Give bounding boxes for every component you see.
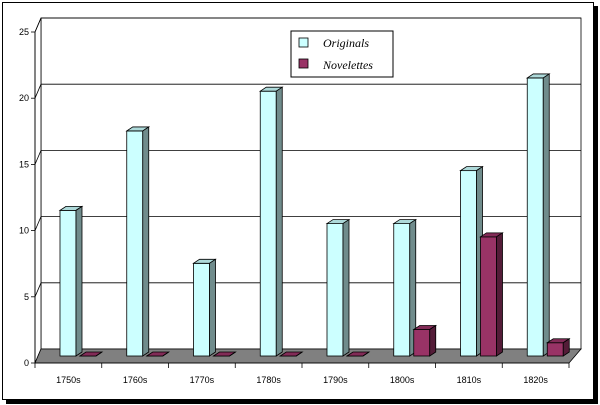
legend: Originals Novelettes bbox=[290, 30, 394, 78]
bar-originals-1820s bbox=[525, 73, 551, 357]
bar-novelettes-1760s bbox=[145, 351, 171, 357]
x-tick-label: 1760s bbox=[123, 375, 148, 385]
y-tick-label: 10 bbox=[19, 226, 29, 236]
y-tick-label: 15 bbox=[19, 159, 29, 169]
bar-originals-1770s bbox=[192, 258, 217, 357]
bar-novelettes-1810s bbox=[479, 232, 504, 357]
x-tick-label: 1750s bbox=[56, 375, 81, 385]
gridline-side bbox=[34, 17, 42, 33]
bar-novelettes-1750s bbox=[78, 351, 104, 357]
gridline-side bbox=[34, 282, 42, 297]
side-wall bbox=[34, 17, 42, 364]
x-tick-label: 1770s bbox=[190, 375, 215, 385]
y-tick-label: 25 bbox=[19, 27, 29, 37]
axis-layer: 0 5 10 15 20 25 1750s 1760s 1770s 1780s 1790s 1800s… bbox=[19, 27, 570, 385]
bar-novelettes-1800s bbox=[412, 324, 438, 357]
gridline-side bbox=[34, 150, 42, 165]
y-tick-label: 0 bbox=[24, 358, 29, 368]
x-tick-label: 1780s bbox=[256, 375, 281, 385]
bar-originals-1810s bbox=[459, 165, 484, 357]
x-tick-label: 1790s bbox=[323, 375, 348, 385]
bar-novelettes-1820s bbox=[545, 338, 571, 357]
gridline-side bbox=[34, 216, 42, 231]
x-tick-label: 1800s bbox=[390, 375, 415, 385]
legend-swatch-originals bbox=[298, 37, 309, 48]
y-tick-label: 20 bbox=[19, 93, 29, 103]
y-tick-label: 5 bbox=[24, 292, 29, 302]
legend-swatch-novelettes bbox=[298, 58, 309, 69]
gridline-side bbox=[34, 84, 42, 99]
bar-originals-1750s bbox=[58, 205, 84, 357]
bar-originals-1800s bbox=[392, 218, 418, 357]
bar-originals-1780s bbox=[258, 86, 284, 357]
bar-originals-1790s bbox=[325, 218, 351, 357]
bar-novelettes-1780s bbox=[278, 351, 304, 357]
x-tick-label: 1810s bbox=[457, 375, 482, 385]
chart-frame: 0 5 10 15 20 25 1750s 1760s 1770s 1780s 1790s 1800s… bbox=[2, 2, 594, 400]
legend-label-novelettes: Novelettes bbox=[322, 58, 373, 72]
bar-novelettes-1790s bbox=[345, 351, 371, 357]
x-tick-label: 1820s bbox=[523, 375, 548, 385]
bars-layer bbox=[58, 73, 571, 357]
bar-novelettes-1770s bbox=[212, 351, 237, 357]
bar-originals-1760s bbox=[125, 126, 151, 357]
legend-label-originals: Originals bbox=[323, 36, 369, 50]
bar-chart: 0 5 10 15 20 25 1750s 1760s 1770s 1780s 1790s 1800s… bbox=[19, 17, 582, 385]
